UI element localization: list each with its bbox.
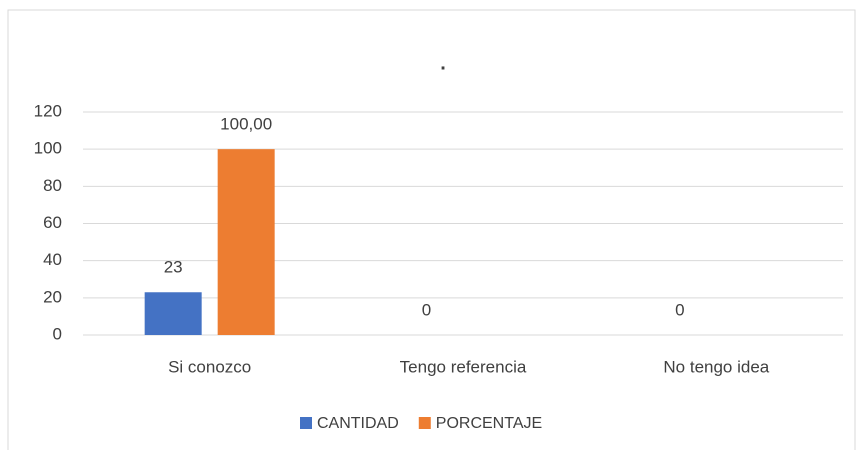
data-label: 23 xyxy=(164,258,183,277)
data-label: 0 xyxy=(675,300,684,319)
y-tick-label: 40 xyxy=(43,250,62,269)
bar xyxy=(144,292,202,335)
data-label: 0 xyxy=(422,300,431,319)
x-tick-label: No tengo idea xyxy=(663,357,769,376)
y-tick-label: 80 xyxy=(43,176,62,195)
x-tick-label: Tengo referencia xyxy=(400,357,527,376)
chart-title: . xyxy=(440,52,446,74)
legend-label: CANTIDAD xyxy=(317,415,399,432)
legend-label: PORCENTAJE xyxy=(436,415,542,432)
y-tick-label: 120 xyxy=(34,101,62,120)
bar xyxy=(217,149,275,335)
y-tick-label: 100 xyxy=(34,139,62,158)
x-tick-label: Si conozco xyxy=(168,357,251,376)
y-tick-label: 20 xyxy=(43,287,62,306)
y-tick-label: 0 xyxy=(53,324,62,343)
legend-swatch xyxy=(300,417,312,429)
data-label: 100,00 xyxy=(220,115,272,134)
chart-frame xyxy=(7,9,856,450)
legend-swatch xyxy=(418,417,431,429)
y-tick-label: 60 xyxy=(43,213,62,232)
